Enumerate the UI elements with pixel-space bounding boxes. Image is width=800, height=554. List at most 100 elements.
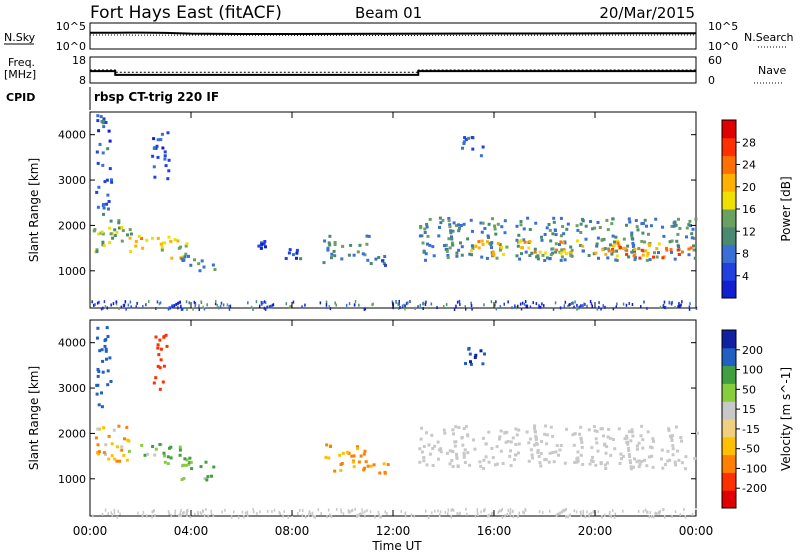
range-gate-cell	[117, 219, 121, 223]
range-gate-cell	[618, 246, 622, 249]
noise-cell	[670, 302, 673, 306]
noise-cell	[398, 302, 400, 306]
noise-cell	[596, 307, 599, 311]
range-gate-cell	[158, 338, 162, 342]
noise-cell	[104, 305, 107, 309]
range-gate-cell	[178, 448, 182, 452]
noise-cell	[538, 305, 540, 309]
range-gate-cell	[350, 454, 354, 458]
noise-cell	[151, 515, 153, 519]
noise-cell	[486, 514, 489, 518]
range-gate-cell	[101, 359, 105, 363]
noise-cell	[113, 508, 116, 512]
range-gate-cell	[447, 219, 451, 223]
range-gate-cell	[517, 451, 520, 455]
noise-cell	[559, 306, 562, 310]
noise-cell	[391, 300, 394, 304]
range-gate-cell	[613, 240, 616, 244]
noise-cell	[575, 510, 578, 514]
range-gate-cell	[604, 252, 608, 256]
range-gate-cell	[180, 478, 184, 482]
power-colorbar-swatch	[722, 226, 736, 246]
velocity-colorbar-swatch	[722, 472, 736, 491]
range-gate-cell	[613, 243, 617, 247]
range-gate-cell	[166, 131, 170, 135]
y-tick-label: 3000	[58, 174, 86, 187]
range-gate-cell	[667, 428, 671, 432]
range-gate-cell	[654, 217, 658, 221]
range-gate-cell	[602, 237, 606, 241]
range-gate-cell	[176, 239, 180, 243]
power-colorbar-tick-label: 4	[742, 270, 749, 283]
range-gate-cell	[451, 465, 455, 468]
range-gate-cell	[102, 451, 106, 455]
noise-cell	[480, 510, 482, 514]
range-gate-cell	[591, 227, 595, 231]
range-gate-cell	[113, 234, 117, 237]
noise-cell	[171, 304, 173, 308]
range-gate-cell	[97, 450, 101, 454]
range-gate-cell	[457, 426, 461, 429]
velocity-colorbar-tick-label: -200	[742, 482, 767, 495]
range-gate-cell	[559, 216, 563, 220]
range-gate-cell	[523, 240, 527, 244]
range-gate-cell	[570, 248, 574, 252]
noise-cell	[259, 304, 261, 308]
noise-cell	[523, 302, 526, 306]
noise-cell	[279, 512, 282, 516]
range-gate-cell	[460, 435, 464, 439]
range-gate-cell	[469, 218, 473, 222]
noise-cell	[524, 508, 526, 512]
range-gate-cell	[591, 455, 595, 459]
freq-tick-bottom: 8	[79, 74, 86, 87]
range-gate-cell	[655, 255, 659, 259]
noise-cell	[567, 305, 569, 309]
range-gate-cell	[579, 222, 583, 226]
range-gate-cell	[606, 256, 610, 260]
noise-cell	[335, 303, 337, 307]
range-gate-cell	[638, 462, 642, 466]
range-gate-cell	[288, 248, 292, 252]
power-colorbar-swatch	[722, 191, 736, 210]
noise-cell	[180, 308, 183, 311]
range-gate-cell	[92, 229, 96, 233]
range-gate-cell	[163, 460, 167, 464]
range-gate-cell	[640, 424, 644, 428]
power-colorbar-tick-label: 12	[742, 225, 756, 238]
noise-cell	[580, 304, 582, 308]
range-gate-cell	[545, 433, 549, 437]
noise-cell	[301, 305, 303, 309]
range-gate-cell	[554, 450, 558, 454]
noise-cell	[380, 515, 382, 519]
range-gate-cell	[668, 240, 672, 244]
range-gate-cell	[173, 238, 177, 242]
range-gate-cell	[499, 429, 503, 433]
range-gate-cell	[495, 256, 499, 260]
noise-cell	[577, 306, 579, 310]
range-gate-cell	[581, 249, 585, 253]
y-tick-label: 4000	[58, 337, 86, 350]
noise-cell	[451, 508, 453, 512]
range-gate-cell	[487, 236, 490, 239]
noise-cell	[189, 515, 192, 519]
range-gate-cell	[643, 218, 647, 222]
range-gate-cell	[418, 460, 422, 464]
range-gate-cell	[106, 193, 110, 197]
range-gate-cell	[623, 246, 627, 250]
x-tick-label: 16:00	[477, 524, 512, 538]
range-gate-cell	[535, 255, 539, 259]
noise-cell	[401, 304, 404, 308]
range-gate-cell	[533, 250, 537, 254]
range-gate-cell	[187, 462, 191, 466]
range-gate-cell	[611, 438, 615, 441]
noise-cell	[93, 303, 95, 307]
range-gate-cell	[480, 230, 484, 234]
scatter-region	[607, 246, 693, 260]
range-gate-cell	[129, 232, 133, 236]
range-gate-cell	[544, 458, 548, 462]
range-gate-cell	[426, 242, 429, 246]
range-gate-cell	[423, 231, 427, 234]
range-gate-cell	[626, 244, 630, 248]
noise-cell	[237, 515, 240, 519]
range-gate-cell	[157, 353, 161, 357]
